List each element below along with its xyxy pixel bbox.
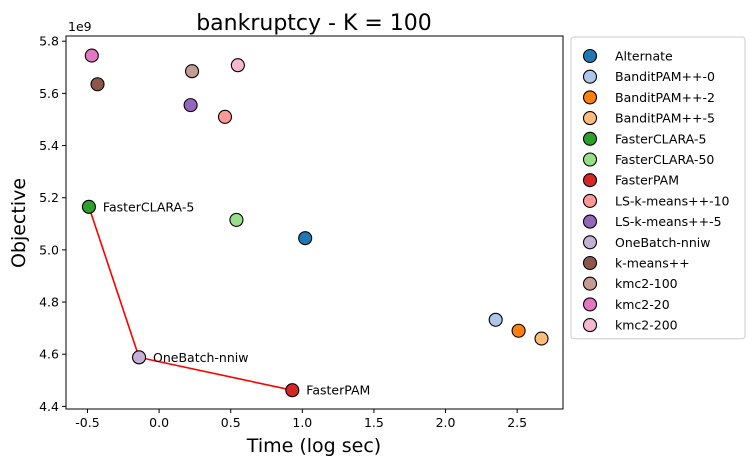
y-tick-label: 5.0 <box>39 242 59 257</box>
x-tick-label: -0.5 <box>75 415 99 430</box>
data-point <box>131 350 147 365</box>
legend-label: k-means++ <box>615 256 690 271</box>
y-tick-label: 4.6 <box>39 347 59 362</box>
legend-label: LS-k-means++-10 <box>615 193 730 208</box>
legend-label: BanditPAM++-2 <box>615 90 715 105</box>
legend-label: Alternate <box>615 49 673 64</box>
chart-title: bankruptcy - K = 100 <box>196 11 432 36</box>
axes-frame <box>65 35 564 410</box>
data-point <box>183 98 198 113</box>
x-tick-label: 1.5 <box>364 415 384 430</box>
data-point <box>184 64 200 79</box>
legend-marker <box>582 255 598 271</box>
data-point <box>534 331 549 346</box>
y-tick-label: 4.4 <box>39 399 59 414</box>
point-annotation: FasterCLARA-5 <box>103 199 194 214</box>
legend-label: LS-k-means++-5 <box>615 214 722 229</box>
point-annotation: FasterPAM <box>306 383 370 398</box>
legend: Alternate BanditPAM++-0 BanditPAM++-2 Bandi… <box>570 36 746 340</box>
y-tick-label: 5.8 <box>39 34 59 49</box>
legend-marker <box>582 235 598 250</box>
legend-marker <box>582 152 598 167</box>
legend-marker <box>582 69 598 84</box>
y-tick-label: 5.6 <box>39 86 59 101</box>
data-point <box>230 58 245 73</box>
legend-label: BanditPAM++-5 <box>615 111 715 126</box>
x-tick-label: 0.5 <box>221 415 241 430</box>
legend-label: FasterCLARA-50 <box>615 152 714 167</box>
legend-marker <box>582 90 598 105</box>
legend-marker <box>582 48 598 64</box>
legend-label: FasterCLARA-5 <box>615 131 706 146</box>
legend-marker <box>582 173 598 188</box>
y-tick-label: 5.4 <box>39 138 59 153</box>
x-tick-label: 2.0 <box>436 415 456 430</box>
legend-marker <box>582 214 598 229</box>
legend-marker <box>582 111 598 126</box>
x-axis-label: Time (log sec) <box>246 435 381 457</box>
legend-label: kmc2-200 <box>615 318 678 333</box>
y-scale-factor: 1e9 <box>68 19 92 34</box>
data-point <box>488 312 503 327</box>
data-point <box>84 48 99 63</box>
x-tick-label: 0.0 <box>149 415 169 430</box>
data-point <box>298 231 313 246</box>
x-tick-label: 2.5 <box>507 415 527 430</box>
legend-label: BanditPAM++-0 <box>615 69 715 84</box>
data-point <box>285 383 300 398</box>
legend-marker <box>582 297 598 312</box>
data-point <box>90 77 105 92</box>
legend-marker <box>582 193 598 208</box>
legend-label: kmc2-100 <box>615 276 678 291</box>
x-tick-label: 1.0 <box>292 415 312 430</box>
point-annotation: OneBatch-nniw <box>153 350 248 365</box>
y-tick-label: 5.2 <box>39 190 59 205</box>
legend-box <box>570 36 746 340</box>
legend-marker <box>582 318 598 333</box>
legend-label: FasterPAM <box>615 173 679 188</box>
legend-label: OneBatch-nniw <box>615 235 710 250</box>
data-point <box>217 109 233 124</box>
data-point <box>511 323 526 338</box>
y-axis-label: Objective <box>8 178 30 268</box>
data-point <box>81 199 96 214</box>
data-point <box>229 212 244 227</box>
y-tick-label: 4.8 <box>39 295 59 310</box>
legend-label: kmc2-20 <box>615 297 670 312</box>
plot-area: -0.5 0.0 0.5 1.0 1.5 2.0 2.5 4.4 4.6 4.8 5.0 5.2 5.4… <box>39 34 564 430</box>
legend-marker <box>582 276 598 291</box>
legend-marker <box>582 131 598 146</box>
